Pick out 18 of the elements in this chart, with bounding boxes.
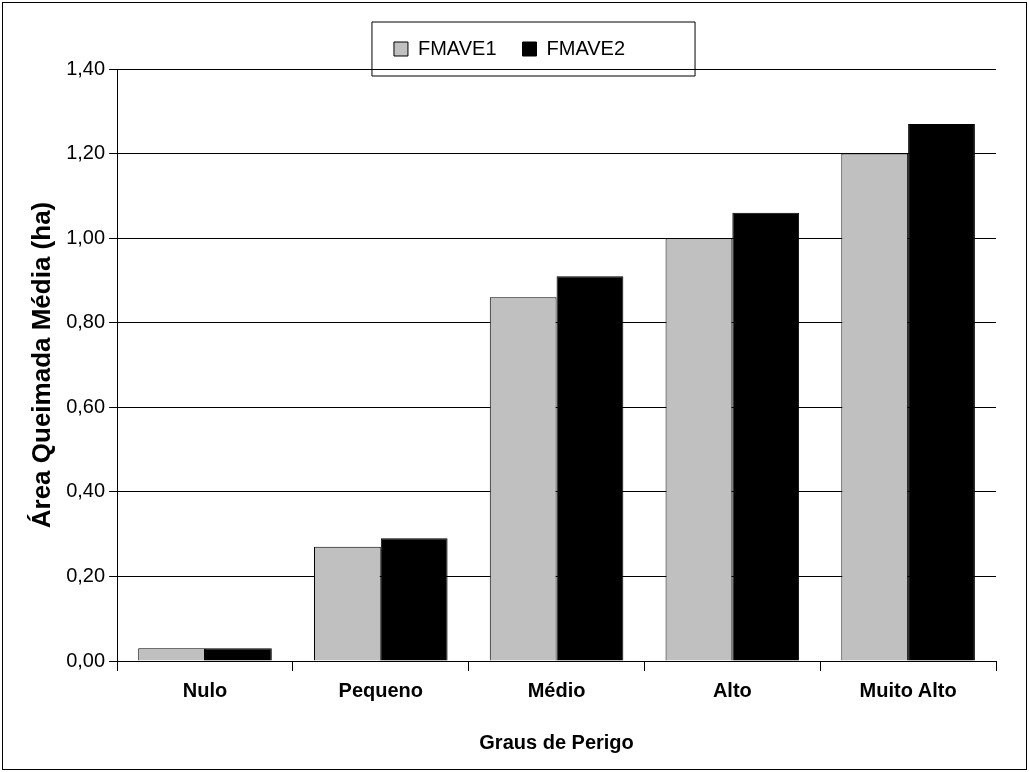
bar — [205, 648, 272, 661]
x-axis-title: Graus de Perigo — [479, 730, 634, 753]
y-tick-label: 0,00 — [66, 648, 106, 671]
y-axis-title: Área Queimada Média (ha) — [25, 201, 56, 529]
y-tick-label: 0,60 — [66, 394, 106, 417]
y-tick-label: 1,20 — [66, 141, 106, 164]
x-tick-label: Pequeno — [338, 678, 424, 701]
legend-label: FMAVE2 — [546, 36, 626, 59]
y-tick-label: 0,20 — [66, 563, 106, 586]
y-tick-label: 0,80 — [66, 310, 106, 333]
x-tick-label: Médio — [527, 678, 586, 701]
y-tick-label: 1,00 — [66, 225, 106, 248]
x-tick-label: Nulo — [182, 678, 228, 701]
legend-label: FMAVE1 — [417, 36, 497, 59]
y-tick-label: 0,40 — [66, 479, 106, 502]
y-tick-label: 1,40 — [66, 56, 106, 79]
x-tick-label: Muito Alto — [859, 678, 957, 701]
x-tick-label: Alto — [712, 678, 752, 701]
